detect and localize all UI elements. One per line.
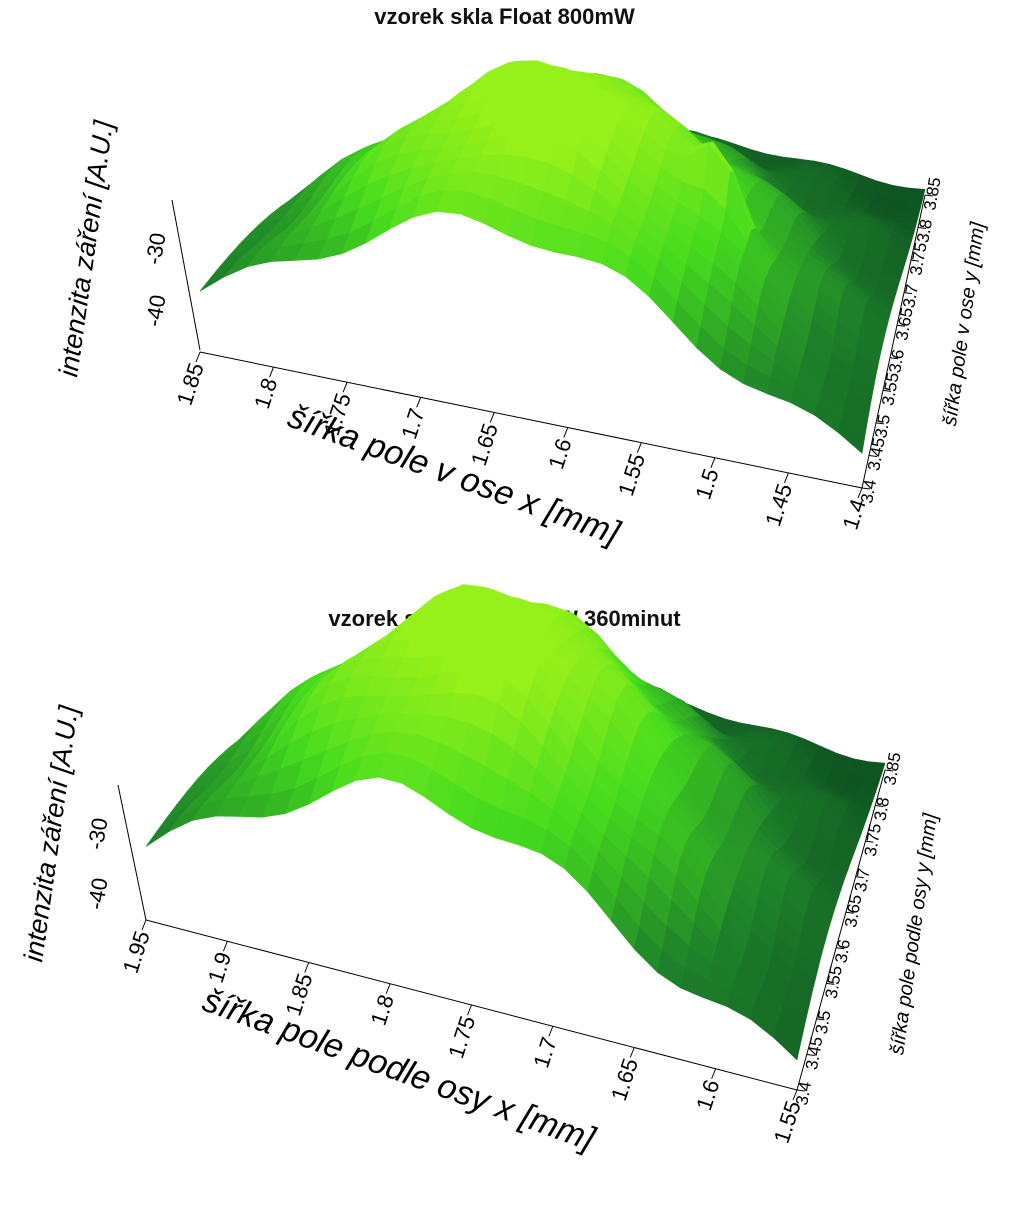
y-tick-mark — [924, 194, 934, 197]
x-tick-mark — [385, 983, 391, 994]
x-tick-label: 1.75 — [443, 1013, 480, 1061]
y-tick-label: 3.4 — [792, 1080, 815, 1107]
y-tick-mark — [836, 947, 845, 950]
x-tick-mark — [636, 442, 642, 453]
surface-patch — [890, 185, 910, 201]
y-tick-label: 3.5 — [871, 413, 894, 440]
x-tick-label: 1.65 — [606, 1055, 643, 1103]
y-tick-label: 3.7 — [851, 867, 874, 894]
x-tick-label: 1.5 — [690, 466, 723, 503]
y-tick-mark — [903, 292, 913, 295]
surface-plot-float: 1.85 1.8 1.75 1.7 1.65 1.6 1.55 1.5 1.45 1.43.43.… — [53, 60, 989, 553]
y-tick-label: 3.6 — [885, 348, 908, 375]
x-tick-label: 1.9 — [203, 949, 236, 986]
y-tick-mark — [910, 259, 920, 262]
z-axis-line — [171, 199, 201, 351]
y-tick-label: 3.7 — [899, 283, 922, 310]
z-tick-label: -30 — [83, 816, 113, 852]
x-axis-label: šířka pole v ose x [mm] — [283, 397, 626, 553]
y-tick-mark — [875, 422, 885, 425]
surface-patch — [773, 1023, 801, 1061]
y-tick-mark — [855, 876, 864, 879]
y-tick-label: 3.75 — [861, 822, 885, 858]
y-tick-label: 3.55 — [822, 964, 846, 1000]
x-tick-mark — [416, 397, 422, 408]
y-tick-label: 3.65 — [892, 306, 916, 342]
y-axis-label: šířka pole podle osy y [mm] — [886, 812, 942, 1057]
y-tick-label: 3.5 — [812, 1009, 835, 1036]
chart-panel-float: vzorek skla Float 800mW 1.85 1.8 1.75 1.7 1.… — [0, 0, 1009, 590]
x-tick-mark — [304, 962, 310, 973]
x-tick-mark — [222, 941, 228, 952]
x-tick-mark — [489, 412, 495, 423]
x-tick-label: 1.7 — [528, 1034, 561, 1071]
x-tick-label: 1.95 — [118, 928, 155, 976]
y-tick-mark — [861, 487, 871, 490]
y-tick-label: 3.8 — [870, 796, 893, 823]
x-tick-label: 1.6 — [543, 435, 576, 472]
y-tick-mark — [884, 769, 894, 772]
x-tick-mark — [548, 1026, 554, 1037]
x-tick-label: 1.8 — [366, 992, 399, 1029]
surface-patch — [199, 264, 234, 292]
y-tick-mark — [796, 1089, 806, 1092]
chart-title: vzorek skla Float 800mW — [374, 4, 635, 29]
y-tick-label: 3.4 — [857, 478, 880, 505]
x-tick-label: 1.8 — [249, 375, 282, 412]
x-tick-mark — [269, 366, 275, 378]
y-tick-mark — [806, 1053, 815, 1056]
surface-patch — [887, 198, 907, 212]
x-tick-mark — [792, 1089, 798, 1101]
x-tick-mark — [783, 472, 789, 484]
y-tick-label: 3.45 — [864, 436, 888, 472]
x-tick-mark — [711, 1068, 717, 1079]
y-tick-mark — [826, 982, 835, 985]
y-tick-label: 3.55 — [878, 371, 902, 407]
x-tick-mark — [563, 427, 569, 438]
z-axis-label: intenzita záření [A.U.] — [18, 702, 84, 963]
y-axis-line — [796, 769, 886, 1091]
x-tick-label: 1.6 — [691, 1077, 724, 1114]
y-tick-mark — [917, 227, 927, 230]
z-tick-label: -40 — [141, 293, 171, 329]
y-tick-mark — [868, 454, 878, 457]
z-axis-line — [117, 784, 147, 921]
surface-mesh — [145, 584, 886, 1061]
y-tick-mark — [896, 324, 906, 327]
x-axis-line — [199, 351, 863, 489]
y-tick-mark — [875, 805, 884, 808]
y-tick-mark — [882, 389, 892, 392]
x-tick-mark — [857, 487, 863, 499]
y-tick-label: 3.65 — [841, 893, 865, 929]
x-tick-mark — [195, 351, 201, 363]
x-tick-mark — [467, 1004, 472, 1016]
x-tick-label: 1.45 — [760, 481, 797, 529]
x-tick-mark — [710, 457, 716, 468]
y-tick-mark — [865, 840, 874, 843]
z-tick-label: -30 — [141, 231, 171, 267]
y-tick-label: 3.6 — [831, 938, 854, 965]
x-tick-label: 1.85 — [172, 360, 209, 408]
y-tick-label: 3.8 — [913, 218, 936, 245]
y-tick-label: 3.45 — [802, 1035, 826, 1071]
chart-panel-ps6: vzorek skla PS6 800mW 360minut 1.951.91.… — [0, 584, 1009, 1205]
z-tick-label: -40 — [83, 876, 113, 912]
surface-mesh — [199, 60, 926, 454]
y-tick-label: 3.85 — [920, 176, 944, 212]
y-tick-mark — [845, 911, 854, 914]
x-tick-label: 1.55 — [613, 450, 650, 498]
z-axis-label: intenzita záření [A.U.] — [53, 117, 119, 378]
y-tick-mark — [816, 1018, 825, 1021]
y-axis-label: šířka pole v ose y [mm] — [939, 220, 989, 427]
x-tick-mark — [141, 919, 147, 931]
surface-patch — [145, 816, 180, 847]
x-tick-mark — [342, 382, 348, 393]
x-tick-mark — [629, 1047, 635, 1058]
surface-patch — [838, 419, 865, 454]
y-tick-mark — [889, 357, 899, 360]
x-axis-label: šířka pole podle osy x [mm] — [198, 981, 601, 1159]
y-axis-line — [861, 194, 926, 489]
y-tick-label: 3.85 — [880, 751, 904, 787]
surface-plot-ps6: 1.95 1.91.85 1.81.75 1.71.65 1.61.553.43.453… — [18, 584, 942, 1159]
